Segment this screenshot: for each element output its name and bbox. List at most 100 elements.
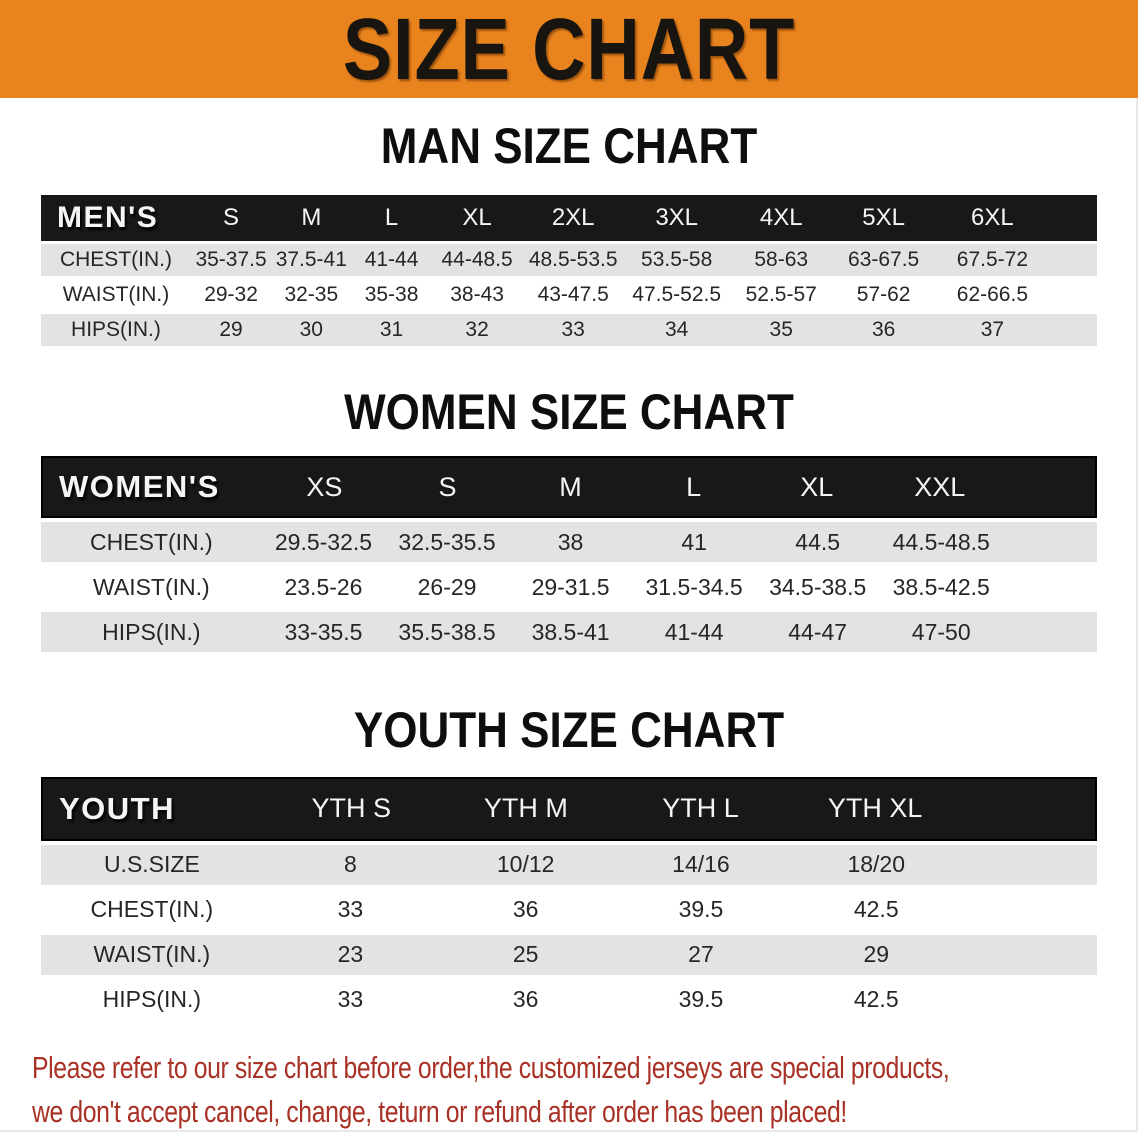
column-header: YTH XL <box>788 779 963 839</box>
table-cell: 29.5-32.5 <box>262 522 386 562</box>
table-cell: 39.5 <box>613 890 788 930</box>
table-cell: 63-67.5 <box>833 244 934 276</box>
table-cell: 26-29 <box>385 567 509 607</box>
column-header: YTH S <box>264 779 439 839</box>
column-header: 2XL <box>523 195 624 241</box>
column-header: YTH M <box>439 779 614 839</box>
table-cell: 35-38 <box>351 279 431 311</box>
row-label: CHEST(IN.) <box>41 244 191 276</box>
size-chart-banner: SIZE CHART <box>0 0 1138 98</box>
table-cell: 41 <box>632 522 756 562</box>
womens-section-heading: WOMEN SIZE CHART <box>68 386 1069 439</box>
table-cell: 42.5 <box>789 890 964 930</box>
table-cell: 35.5-38.5 <box>385 612 509 652</box>
table-cell: 47.5-52.5 <box>624 279 730 311</box>
table-cell: 33 <box>263 890 438 930</box>
column-header: 3XL <box>624 195 730 241</box>
row-label: WAIST(IN.) <box>41 935 263 975</box>
table-cell: 62-66.5 <box>934 279 1050 311</box>
row-label: HIPS(IN.) <box>41 980 263 1020</box>
table-cell: 33 <box>523 314 624 346</box>
table-cell: 37 <box>934 314 1050 346</box>
table-cell: 18/20 <box>789 845 964 885</box>
column-header: 5XL <box>833 195 934 241</box>
column-header: XS <box>263 458 386 516</box>
table-cell: 47-50 <box>879 612 1003 652</box>
youth-section-heading: YOUTH SIZE CHART <box>68 704 1069 757</box>
table-cell: 29-31.5 <box>509 567 633 607</box>
table-cell: 29 <box>191 314 271 346</box>
table-cell: 14/16 <box>613 845 788 885</box>
column-header: S <box>386 458 509 516</box>
table-cell: 44-48.5 <box>432 244 523 276</box>
table-cell: 30 <box>271 314 351 346</box>
column-header: L <box>351 195 431 241</box>
row-label: HIPS(IN.) <box>41 612 262 652</box>
footer-line-1: Please refer to our size chart before or… <box>32 1046 1120 1091</box>
table-cell: 31 <box>351 314 431 346</box>
table-cell: 27 <box>613 935 788 975</box>
footer-note: Please refer to our size chart before or… <box>0 1046 1120 1135</box>
column-header: L <box>632 458 755 516</box>
table-cell: 33 <box>263 980 438 1020</box>
table-cell: 23.5-26 <box>262 567 386 607</box>
row-label: CHEST(IN.) <box>41 522 262 562</box>
column-header: XL <box>432 195 523 241</box>
table-cell: 36 <box>833 314 934 346</box>
column-header: M <box>509 458 632 516</box>
column-header: YTH L <box>613 779 788 839</box>
table-cell: 31.5-34.5 <box>632 567 756 607</box>
table-cell: 41-44 <box>632 612 756 652</box>
table-cell: 44.5-48.5 <box>879 522 1003 562</box>
table-cell: 42.5 <box>789 980 964 1020</box>
column-header: WOMEN'S <box>43 458 263 516</box>
table-cell: 23 <box>263 935 438 975</box>
footer-line-2: we don't accept cancel, change, teturn o… <box>32 1090 1120 1135</box>
column-header: 4XL <box>729 195 832 241</box>
mens-section-heading: MAN SIZE CHART <box>68 120 1069 173</box>
table-cell: 39.5 <box>613 980 788 1020</box>
table-cell: 34 <box>624 314 730 346</box>
table-cell: 29 <box>789 935 964 975</box>
row-label: WAIST(IN.) <box>41 567 262 607</box>
column-header: 6XL <box>934 195 1050 241</box>
column-header: S <box>191 195 271 241</box>
table-cell: 35-37.5 <box>191 244 271 276</box>
table-cell: 38.5-42.5 <box>879 567 1003 607</box>
table-cell: 53.5-58 <box>624 244 730 276</box>
table-cell: 52.5-57 <box>729 279 832 311</box>
table-cell: 38-43 <box>432 279 523 311</box>
table-cell: 32 <box>432 314 523 346</box>
table-cell: 25 <box>438 935 613 975</box>
table-cell: 58-63 <box>729 244 832 276</box>
row-label: HIPS(IN.) <box>41 314 191 346</box>
table-cell: 36 <box>438 980 613 1020</box>
table-cell: 44.5 <box>756 522 880 562</box>
column-header: M <box>271 195 351 241</box>
table-cell: 38 <box>509 522 633 562</box>
table-cell: 35 <box>729 314 832 346</box>
column-header: YOUTH <box>43 779 264 839</box>
column-header: MEN'S <box>41 195 191 241</box>
row-label: CHEST(IN.) <box>41 890 263 930</box>
table-cell: 67.5-72 <box>934 244 1050 276</box>
column-header: XL <box>755 458 878 516</box>
table-cell: 48.5-53.5 <box>523 244 624 276</box>
table-cell: 33-35.5 <box>262 612 386 652</box>
table-cell: 38.5-41 <box>509 612 633 652</box>
table-cell: 57-62 <box>833 279 934 311</box>
table-cell: 37.5-41 <box>271 244 351 276</box>
